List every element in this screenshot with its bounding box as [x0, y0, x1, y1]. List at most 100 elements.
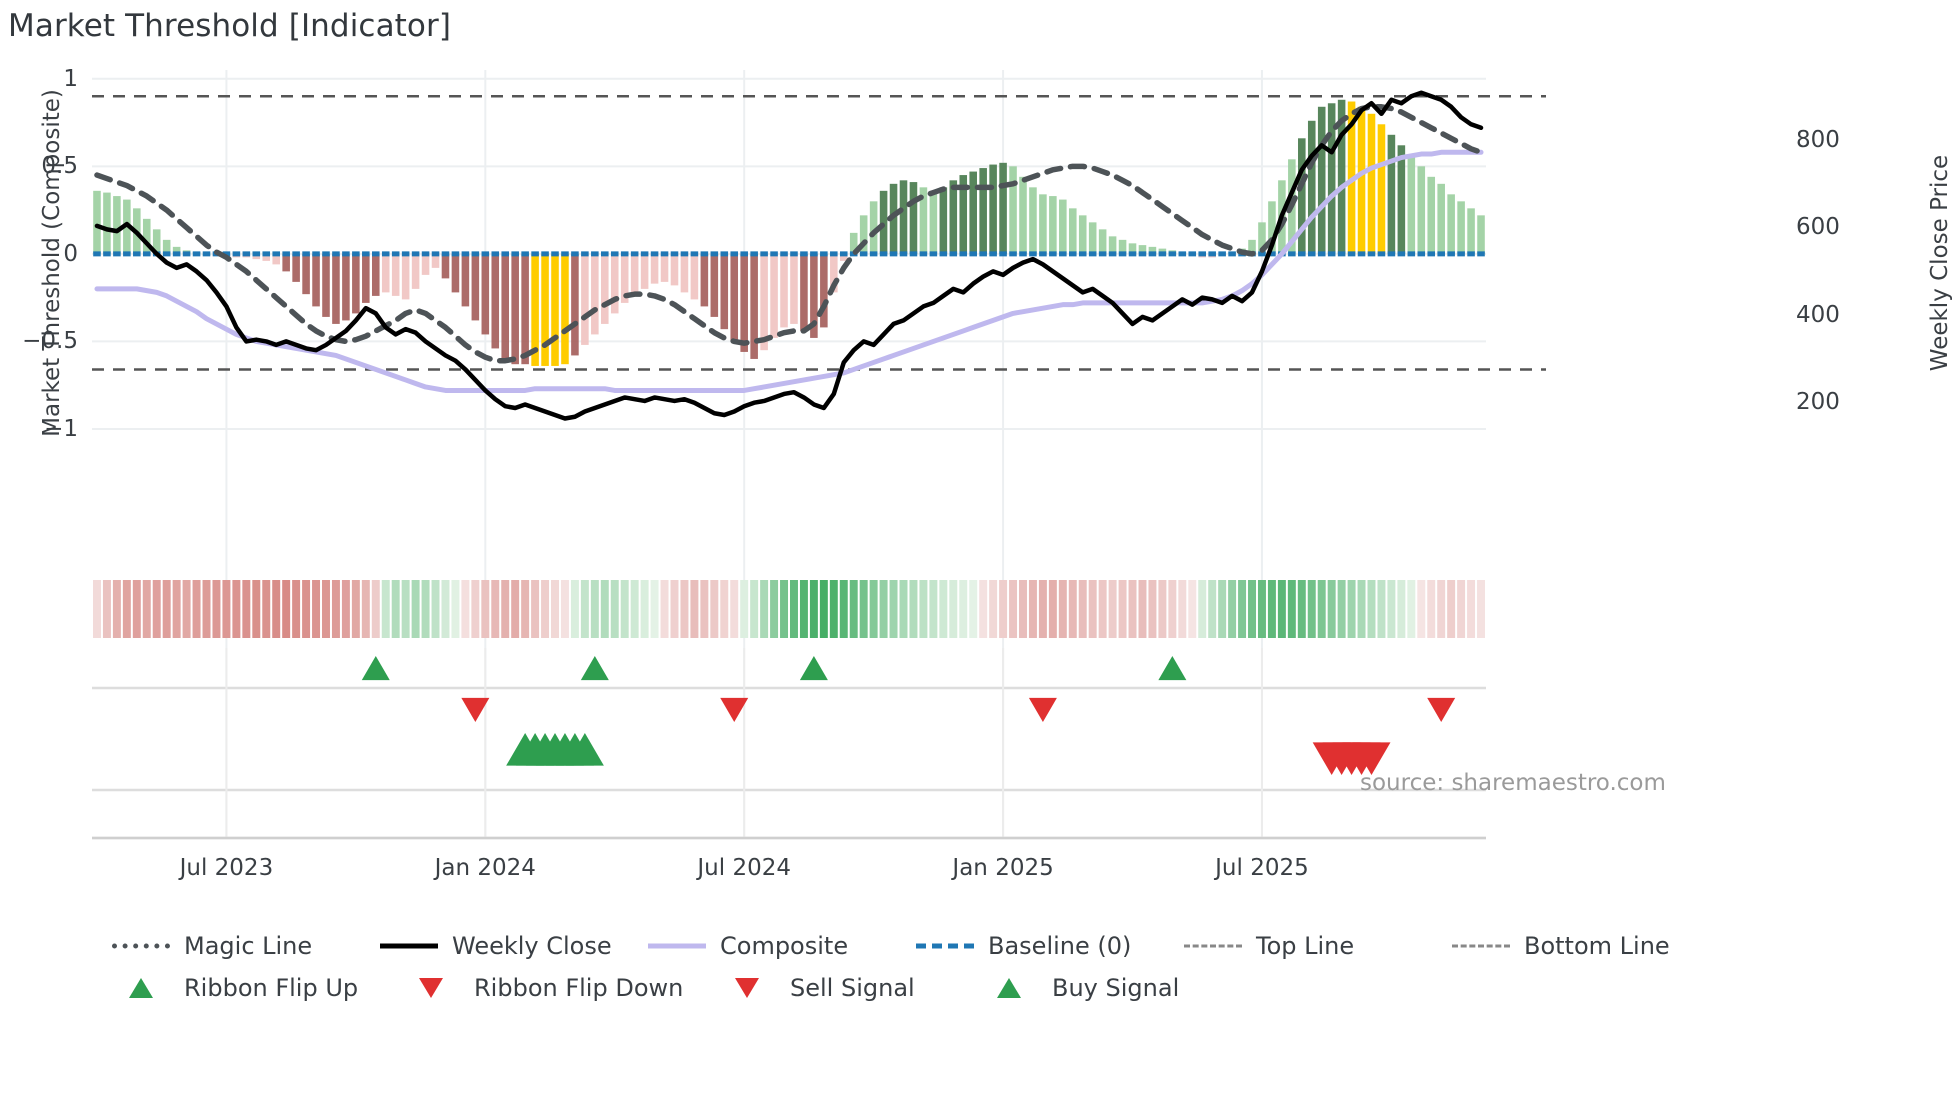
- legend-item[interactable]: Bottom Line: [1450, 932, 1750, 960]
- histogram-bar: [710, 253, 719, 317]
- ribbon-cell: [700, 580, 709, 638]
- legend-triangle-up-icon: [110, 975, 172, 1001]
- x-axis-tick-label: Jul 2023: [179, 855, 274, 881]
- ribbon-cell: [1028, 580, 1037, 638]
- histogram-bar: [720, 253, 729, 330]
- ribbon-cell: [501, 580, 510, 638]
- legend-item[interactable]: Buy Signal: [978, 974, 1278, 1002]
- histogram-bar: [650, 253, 659, 284]
- ribbon-cell: [839, 580, 848, 638]
- legend-triangle-down-glyph: [419, 978, 443, 998]
- legend-triangle-down-icon: [716, 975, 778, 1001]
- ribbon-cell: [770, 580, 779, 638]
- histogram-bar: [172, 246, 181, 254]
- legend-item[interactable]: Magic Line: [110, 932, 378, 960]
- legend-item[interactable]: Ribbon Flip Up: [110, 974, 400, 1002]
- legend-item[interactable]: Composite: [646, 932, 914, 960]
- ribbon-cell: [879, 580, 888, 638]
- legend-row-lines: Magic Line Weekly Close Composite Baseline …: [110, 925, 1870, 967]
- histogram-bar: [521, 253, 529, 365]
- histogram-bar: [1427, 176, 1436, 254]
- histogram-bar: [391, 253, 400, 296]
- ribbon-cell: [600, 580, 609, 638]
- ribbon-cell: [222, 580, 231, 638]
- ribbon-cell: [541, 580, 550, 638]
- histogram-bar: [352, 253, 360, 314]
- ribbon-cell: [859, 580, 868, 638]
- histogram-bar: [1337, 99, 1346, 254]
- legend-item-label: Composite: [720, 932, 849, 960]
- ribbon-cell: [969, 580, 978, 638]
- legend-item[interactable]: Weekly Close: [378, 932, 646, 960]
- legend-triangle-down-icon: [400, 975, 462, 1001]
- ribbon-cell: [580, 580, 589, 638]
- ribbon-cell: [1347, 580, 1356, 638]
- histogram-bar: [909, 182, 918, 254]
- histogram-bar: [371, 253, 380, 296]
- ribbon-cell: [341, 580, 350, 638]
- ribbon-cell: [92, 580, 101, 638]
- ribbon-cell: [730, 580, 739, 638]
- histogram-bar: [421, 253, 430, 275]
- histogram-bar: [1059, 199, 1067, 254]
- histogram-bar: [551, 253, 559, 366]
- legend-item[interactable]: Top Line: [1182, 932, 1450, 960]
- ribbon-cell: [1009, 580, 1018, 638]
- legend-item[interactable]: Baseline (0): [914, 932, 1182, 960]
- y-axis-left-tick-label: −0.5: [22, 328, 78, 355]
- histogram-bar: [849, 232, 858, 254]
- histogram-bar: [1477, 215, 1485, 254]
- histogram-bar: [282, 253, 290, 272]
- histogram-bar: [471, 253, 480, 321]
- ribbon-cell: [780, 580, 789, 638]
- histogram-bar: [1128, 243, 1137, 254]
- ribbon-cell: [192, 580, 201, 638]
- histogram-bar: [770, 253, 778, 338]
- histogram-bar: [401, 253, 410, 300]
- histogram-bar: [949, 180, 958, 254]
- histogram-bar: [610, 253, 619, 314]
- ribbon-cell: [929, 580, 938, 638]
- ribbon-cell: [1307, 580, 1316, 638]
- histogram-bar: [969, 171, 977, 254]
- histogram-bar: [571, 253, 579, 356]
- legend-item[interactable]: Ribbon Flip Down: [400, 974, 716, 1002]
- histogram-bar: [939, 187, 948, 254]
- legend-item[interactable]: Sell Signal: [716, 974, 978, 1002]
- ribbon-cell: [829, 580, 838, 638]
- histogram-bar: [640, 253, 649, 289]
- histogram-bar: [1357, 106, 1366, 254]
- ribbon-cell: [570, 580, 579, 638]
- histogram-bar: [1108, 236, 1117, 254]
- ribbon-cell: [252, 580, 261, 638]
- y-axis-right-tick-label: 200: [1796, 388, 1840, 415]
- ribbon-cell: [312, 580, 321, 638]
- y-axis-left-tick-label: −1: [44, 415, 78, 442]
- legend-item-label: Weekly Close: [452, 932, 612, 960]
- ribbon-cell: [1019, 580, 1027, 638]
- ribbon-cell: [949, 580, 958, 638]
- ribbon-cell: [1078, 580, 1087, 638]
- ribbon-flip-down-marker: [720, 697, 749, 722]
- ribbon-cell: [1407, 580, 1416, 638]
- ribbon-cell: [361, 580, 370, 638]
- legend-dashed-line-icon-stroke: [916, 943, 974, 949]
- histogram-bar: [899, 180, 908, 254]
- histogram-bar: [1258, 222, 1266, 254]
- legend-dashed-line-icon: [914, 933, 976, 959]
- ribbon-cell: [1228, 580, 1237, 638]
- legend-item-label: Ribbon Flip Down: [474, 974, 684, 1002]
- histogram-bar: [959, 175, 968, 254]
- legend-line-icon-stroke: [648, 943, 706, 949]
- histogram-bar: [322, 253, 330, 317]
- ribbon-cell: [1208, 580, 1217, 638]
- histogram-bar: [839, 253, 848, 261]
- ribbon-cell: [1168, 580, 1177, 638]
- histogram-bar: [1268, 201, 1276, 254]
- ribbon-cell: [939, 580, 948, 638]
- legend-triangle-up-icon: [978, 975, 1040, 1001]
- ribbon-cell: [720, 580, 729, 638]
- legend-item-label: Ribbon Flip Up: [184, 974, 359, 1002]
- ribbon-cell: [152, 580, 161, 638]
